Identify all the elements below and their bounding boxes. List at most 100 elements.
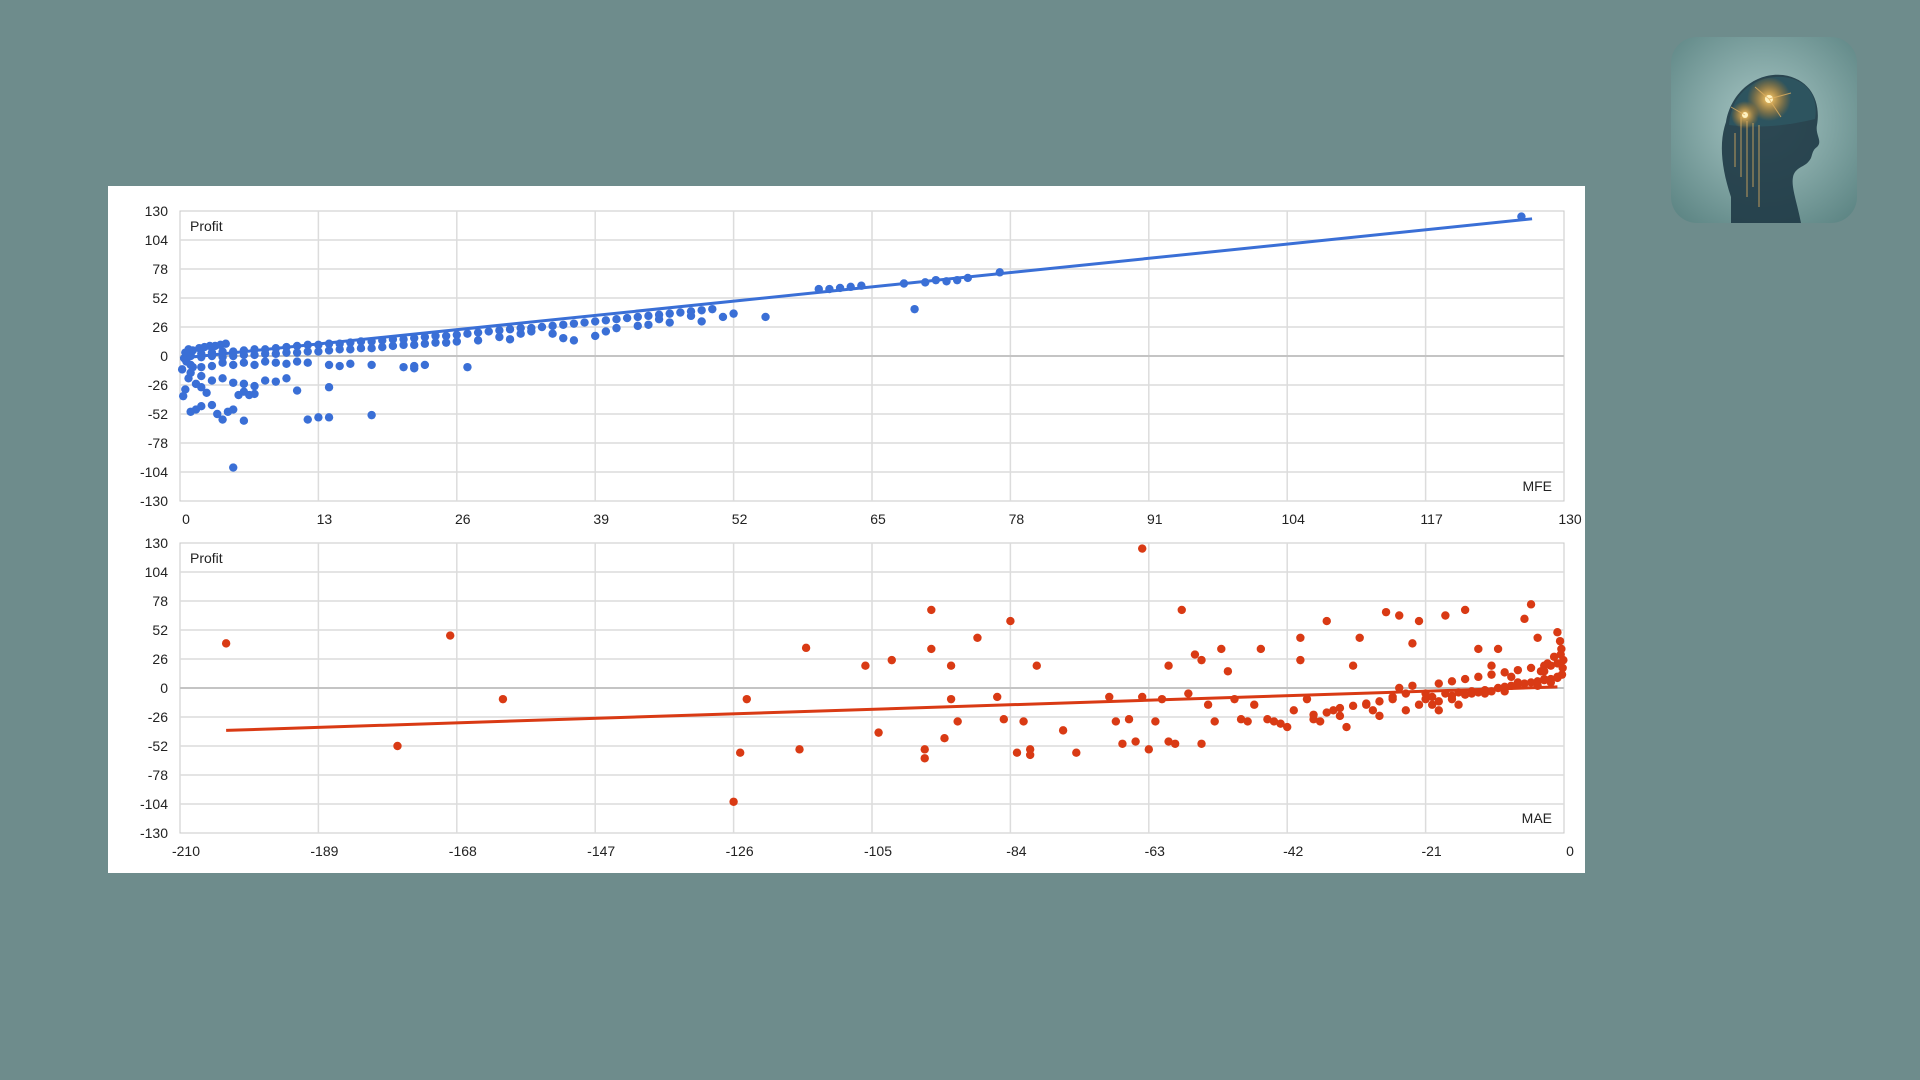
- data-point: [633, 321, 642, 331]
- x-tick-label: -63: [1145, 843, 1165, 859]
- y-tick-label: 0: [160, 680, 168, 696]
- data-point: [356, 343, 366, 353]
- data-point: [729, 797, 738, 806]
- y-tick-label: -26: [148, 709, 168, 725]
- x-tick-label: -126: [726, 843, 754, 859]
- data-point: [1381, 607, 1391, 617]
- data-point: [1520, 614, 1529, 624]
- data-point: [1454, 700, 1463, 709]
- x-tick-label: 104: [1282, 511, 1306, 527]
- data-point: [1493, 683, 1503, 693]
- y-axis-title: Profit: [190, 550, 223, 566]
- data-point: [601, 316, 611, 325]
- data-point: [1487, 687, 1496, 696]
- data-point: [207, 361, 217, 371]
- data-point: [393, 741, 402, 751]
- data-point: [1243, 717, 1252, 726]
- data-point: [899, 279, 909, 288]
- data-point: [952, 275, 962, 285]
- data-point: [260, 349, 270, 358]
- y-tick-label: -104: [140, 464, 168, 480]
- data-point: [463, 329, 472, 338]
- data-point: [569, 319, 579, 328]
- data-point: [367, 410, 376, 420]
- data-point: [801, 643, 811, 653]
- data-point: [1335, 711, 1345, 721]
- data-point: [1460, 605, 1470, 615]
- y-tick-label: -52: [148, 738, 168, 754]
- data-point: [1395, 683, 1404, 693]
- data-point: [601, 327, 611, 336]
- data-point: [1447, 677, 1457, 686]
- data-point: [920, 745, 929, 754]
- data-point: [1322, 708, 1331, 717]
- data-point: [861, 661, 870, 670]
- data-point: [314, 413, 323, 422]
- data-point: [410, 340, 419, 350]
- y-tick-label: -78: [148, 767, 168, 783]
- data-point: [314, 340, 323, 350]
- data-point: [303, 358, 312, 367]
- data-point: [1355, 633, 1364, 643]
- data-point: [1144, 745, 1154, 754]
- data-point: [1348, 701, 1358, 711]
- data-point: [197, 362, 206, 372]
- data-point: [197, 401, 206, 411]
- data-point: [559, 320, 568, 329]
- data-point: [221, 639, 231, 648]
- y-tick-label: 104: [145, 232, 169, 248]
- data-point: [388, 335, 398, 344]
- data-point: [1500, 668, 1509, 677]
- data-point: [676, 308, 685, 317]
- x-tick-label: 39: [593, 511, 609, 527]
- data-point: [548, 321, 557, 331]
- data-point: [1520, 679, 1529, 688]
- x-tick-label: 13: [317, 511, 333, 527]
- data-point: [1164, 661, 1173, 670]
- data-point: [1072, 748, 1081, 757]
- data-point: [931, 275, 941, 285]
- data-point: [591, 317, 600, 326]
- data-point: [1533, 677, 1542, 686]
- data-point: [1434, 679, 1443, 688]
- data-point: [993, 692, 1002, 702]
- data-point: [1427, 692, 1437, 702]
- data-point: [1540, 675, 1549, 685]
- data-point: [378, 342, 387, 352]
- data-point: [1517, 212, 1526, 221]
- mfe-mae-scatter-charts: 0 13 26 39 52 65 78 91 104 117 130 130 104 78 52 26 0 -26…: [108, 186, 1585, 873]
- data-point: [857, 281, 866, 290]
- data-point: [1118, 739, 1127, 748]
- data-point: [1348, 661, 1358, 670]
- data-point: [1493, 644, 1503, 654]
- data-point: [1434, 706, 1443, 715]
- data-point: [697, 317, 706, 326]
- data-point: [1329, 706, 1338, 715]
- data-point: [874, 728, 883, 737]
- data-point: [356, 337, 366, 346]
- x-tick-label: -189: [310, 843, 338, 859]
- data-point: [1408, 639, 1417, 648]
- data-point: [188, 346, 197, 355]
- data-point: [1151, 717, 1160, 726]
- data-point: [559, 333, 568, 343]
- x-axis-title: MFE: [1522, 478, 1552, 494]
- data-point: [505, 335, 515, 344]
- data-point: [452, 337, 461, 346]
- data-point: [218, 374, 227, 383]
- data-point: [921, 278, 930, 287]
- data-point: [708, 304, 717, 314]
- x-tick-label: 65: [870, 511, 886, 527]
- data-point: [887, 655, 896, 665]
- x-tick-label: 0: [1566, 843, 1574, 859]
- data-point: [218, 415, 227, 424]
- data-point: [1296, 633, 1305, 643]
- data-point: [1500, 682, 1509, 692]
- data-point: [239, 358, 249, 367]
- data-point: [221, 339, 230, 348]
- data-point: [1058, 726, 1068, 735]
- x-tick-label: -84: [1006, 843, 1026, 859]
- y-tick-label: 130: [145, 535, 169, 551]
- data-point: [346, 345, 355, 354]
- data-point: [239, 379, 249, 389]
